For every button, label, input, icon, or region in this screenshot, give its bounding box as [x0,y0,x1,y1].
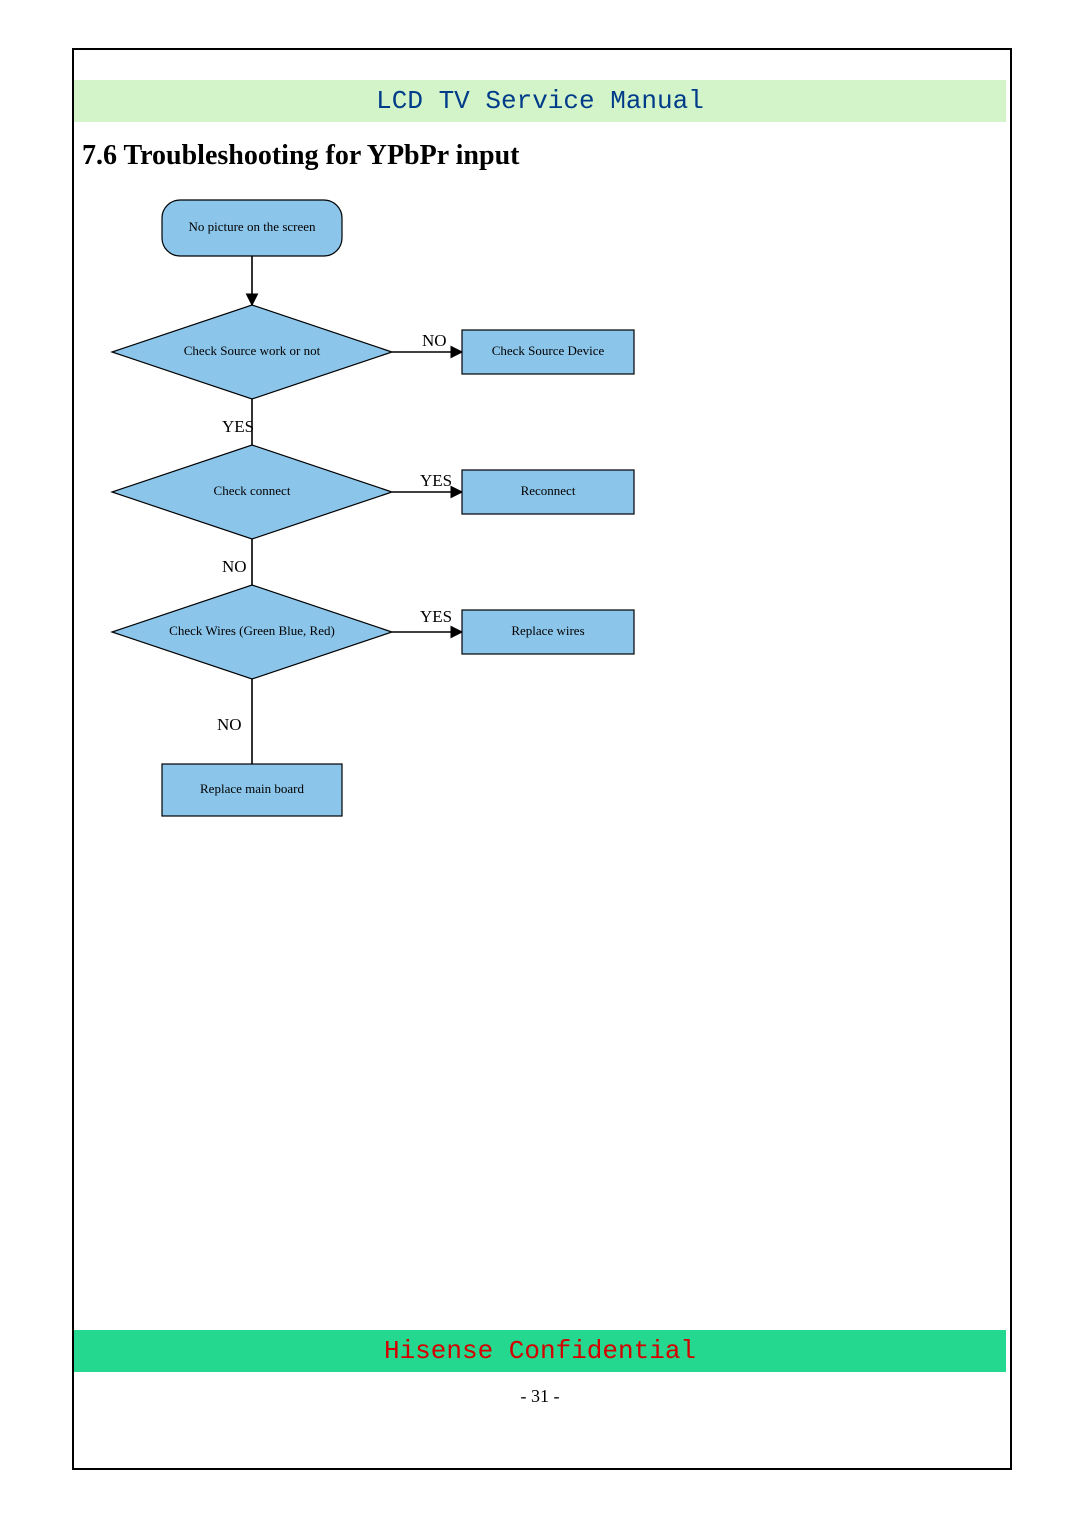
edge-label: NO [222,557,247,576]
node-label: Replace wires [511,623,584,638]
edge-label: YES [420,471,452,490]
node-label: Reconnect [521,483,576,498]
node-d2: Check connect [112,445,392,539]
edge-label: NO [217,715,242,734]
edge-label: YES [420,607,452,626]
node-r3: Replace wires [462,610,634,654]
edge-label: NO [422,331,447,350]
header-text: LCD TV Service Manual [376,86,704,116]
header-bar: LCD TV Service Manual [74,80,1006,122]
node-label: No picture on the screen [188,219,316,234]
node-label: Check Source work or not [184,343,321,358]
footer-bar: Hisense Confidential [74,1330,1006,1372]
node-label: Check Wires (Green Blue, Red) [169,623,335,638]
node-label: Replace main board [200,781,304,796]
node-label: Check connect [214,483,291,498]
node-end: Replace main board [162,764,342,816]
node-start: No picture on the screen [162,200,342,256]
node-d1: Check Source work or not [112,305,392,399]
node-label: Check Source Device [492,343,605,358]
page-number: - 31 - [0,1386,1080,1407]
node-r1: Check Source Device [462,330,634,374]
flowchart: NO YES YES NO YES NO No picture on the screen C… [82,190,802,950]
node-r2: Reconnect [462,470,634,514]
edge-label: YES [222,417,254,436]
footer-text: Hisense Confidential [384,1336,696,1366]
node-d3: Check Wires (Green Blue, Red) [112,585,392,679]
section-title: 7.6 Troubleshooting for YPbPr input [82,140,519,172]
